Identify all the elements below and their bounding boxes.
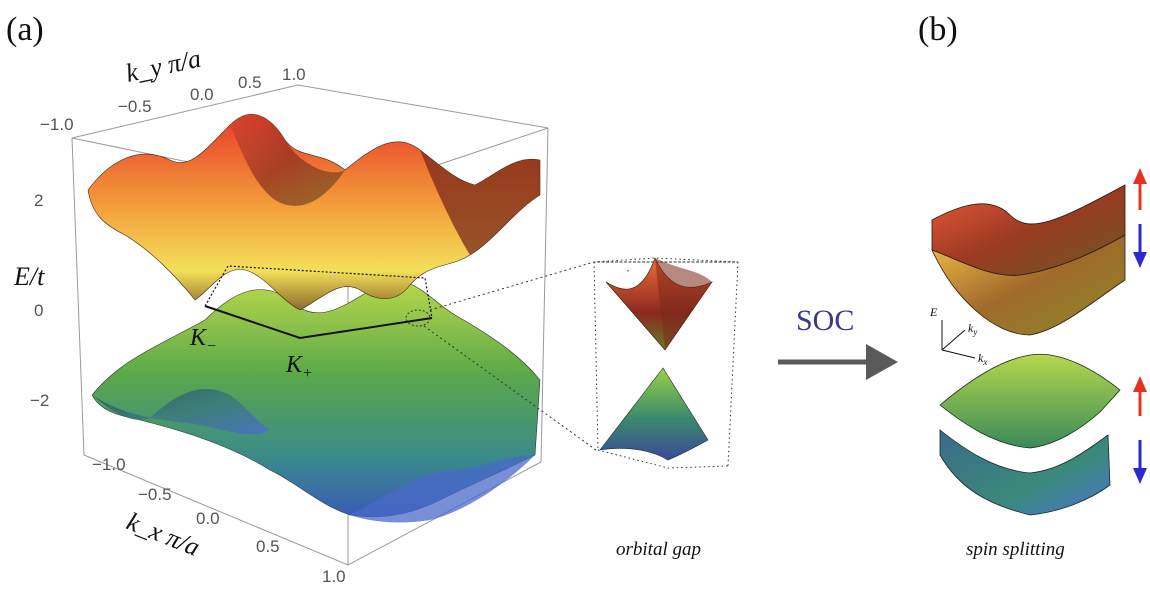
kx-axis-title: k_x π/a [123, 507, 204, 562]
brillouin-zone-path [204, 265, 433, 340]
e-tick: −2 [30, 391, 49, 410]
kx-tick: 0.0 [196, 509, 220, 528]
upper-sheet-up [931, 184, 1126, 276]
spin-splitting-diagram: E ky kx [929, 168, 1147, 516]
kx-tick: −0.5 [138, 485, 172, 504]
spin-up-arrow-bottom [1133, 376, 1147, 416]
e-tick: 0 [34, 301, 43, 320]
kx-tick: 0.5 [256, 537, 280, 556]
k-plus-label: K+ [285, 352, 313, 382]
panel-label-b: (b) [918, 11, 958, 48]
ky-tick: −1.0 [40, 115, 74, 134]
mini-axis-e: E [929, 305, 938, 319]
lower-sheet-up [939, 353, 1121, 449]
lower-band-surface [91, 280, 541, 518]
soc-arrow [778, 344, 898, 380]
mini-axis-ky: ky [968, 321, 977, 337]
ky-axis-title: k_y π/a [123, 44, 203, 88]
spin-down-arrow-bottom [1133, 440, 1147, 484]
e-tick: 2 [34, 191, 43, 210]
mini-axes [941, 320, 976, 359]
upper-band-ridge [230, 114, 345, 206]
energy-axis-title: E/t [13, 262, 45, 291]
soc-label: SOC [796, 304, 854, 337]
mini-axis-kx: kx [978, 351, 987, 367]
spin-down-arrow-top [1133, 224, 1147, 268]
zoom-lines [423, 261, 597, 451]
spin-up-arrow-top [1133, 168, 1147, 210]
kx-tick: 1.0 [322, 567, 346, 586]
lower-band-front [350, 455, 535, 523]
spin-splitting-caption: spin splitting [966, 539, 1065, 560]
kx-ticks: −1.0 −0.5 0.0 0.5 1.0 [92, 455, 346, 586]
orbital-gap-inset [593, 257, 739, 469]
k-minus-label: K− [189, 325, 217, 355]
lower-band-valley [92, 388, 270, 435]
panel-label-a: (a) [6, 11, 44, 48]
ky-ticks: −1.0 −0.5 0.0 0.5 1.0 [40, 65, 306, 134]
upper-band-right-lobe [420, 150, 540, 255]
ky-tick: −0.5 [118, 97, 152, 116]
ky-tick: 1.0 [282, 65, 306, 84]
ky-tick: 0.0 [190, 85, 214, 104]
lower-cone [599, 367, 709, 461]
e-ticks: 2 0 −2 [30, 191, 49, 410]
lower-sheet-down [939, 429, 1111, 516]
orbital-gap-caption: orbital gap [616, 539, 701, 560]
kx-tick: −1.0 [92, 455, 126, 474]
ky-tick: 0.5 [238, 73, 262, 92]
band-structure-plot: K− K+ k_y π/a −1.0 −0.5 0.0 0.5 1.0 E/t … [13, 44, 549, 586]
